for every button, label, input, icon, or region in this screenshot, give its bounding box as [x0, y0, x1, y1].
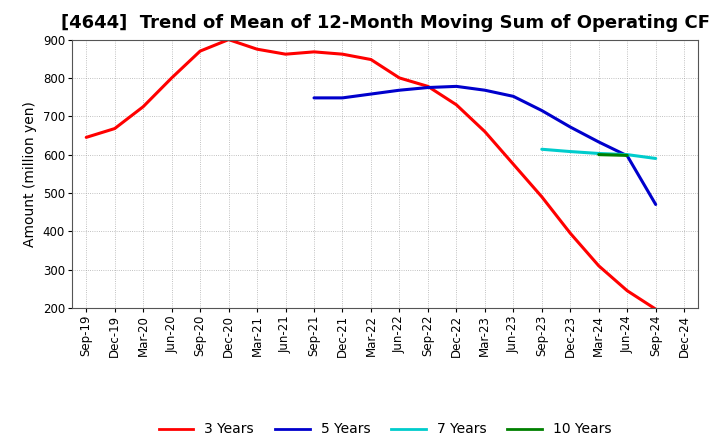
5 Years — [452, 84, 461, 89]
3 Years — [595, 263, 603, 268]
5 Years — [566, 125, 575, 130]
7 Years — [595, 151, 603, 156]
3 Years — [395, 75, 404, 81]
Line: 7 Years: 7 Years — [541, 149, 656, 158]
5 Years — [623, 153, 631, 158]
7 Years — [623, 152, 631, 157]
10 Years — [595, 152, 603, 157]
3 Years — [537, 194, 546, 199]
3 Years — [82, 135, 91, 140]
Line: 5 Years: 5 Years — [314, 86, 656, 205]
3 Years — [423, 84, 432, 89]
3 Years — [566, 231, 575, 236]
5 Years — [595, 139, 603, 145]
Title: [4644]  Trend of Mean of 12-Month Moving Sum of Operating CF: [4644] Trend of Mean of 12-Month Moving … — [60, 15, 710, 33]
5 Years — [366, 92, 375, 97]
3 Years — [225, 37, 233, 42]
3 Years — [652, 307, 660, 312]
7 Years — [652, 156, 660, 161]
5 Years — [423, 85, 432, 90]
10 Years — [623, 153, 631, 158]
Line: 3 Years: 3 Years — [86, 40, 656, 309]
5 Years — [509, 94, 518, 99]
5 Years — [537, 108, 546, 113]
3 Years — [623, 288, 631, 293]
3 Years — [282, 51, 290, 57]
Line: 10 Years: 10 Years — [599, 154, 627, 155]
3 Years — [110, 126, 119, 131]
3 Years — [196, 48, 204, 54]
5 Years — [310, 95, 318, 100]
3 Years — [338, 51, 347, 57]
5 Years — [480, 88, 489, 93]
3 Years — [167, 75, 176, 81]
3 Years — [509, 161, 518, 167]
7 Years — [537, 147, 546, 152]
7 Years — [566, 149, 575, 154]
3 Years — [366, 57, 375, 62]
3 Years — [253, 47, 261, 52]
5 Years — [395, 88, 404, 93]
Legend: 3 Years, 5 Years, 7 Years, 10 Years: 3 Years, 5 Years, 7 Years, 10 Years — [153, 417, 617, 440]
Y-axis label: Amount (million yen): Amount (million yen) — [23, 101, 37, 247]
5 Years — [652, 202, 660, 207]
3 Years — [452, 102, 461, 107]
3 Years — [139, 104, 148, 109]
3 Years — [480, 129, 489, 134]
5 Years — [338, 95, 347, 100]
3 Years — [310, 49, 318, 55]
